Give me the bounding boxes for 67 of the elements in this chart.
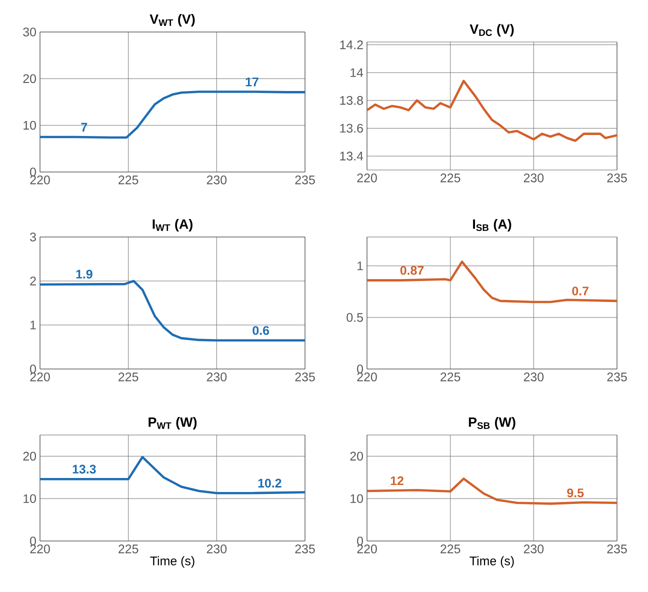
x-tick-label: 230 <box>524 372 544 382</box>
x-tick-label: 225 <box>118 176 138 184</box>
annotation: 13.3 <box>72 464 96 474</box>
y-tick-label: 20 <box>23 74 36 84</box>
y-tick-label: 10 <box>350 494 363 504</box>
line-series <box>366 260 618 304</box>
y-tick-label: 1 <box>358 262 363 270</box>
x-axis-title: Time (s) <box>470 556 514 568</box>
x-tick-label: 235 <box>295 544 315 554</box>
x-tick-label: 230 <box>206 372 227 382</box>
annotation: 0.7 <box>572 286 588 296</box>
line-series <box>38 456 306 494</box>
x-tick-label: 235 <box>295 176 315 184</box>
chart-title: V$_{WT}$ (V) <box>150 14 195 26</box>
x-tick-label: 225 <box>118 544 138 554</box>
annotation: 10.2 <box>258 478 282 488</box>
y-tick-label: 20 <box>23 452 36 461</box>
y-tick-label: 10 <box>24 120 36 130</box>
chart-title: I$_{WT}$ (A) <box>152 218 192 232</box>
y-tick-label: 0 <box>30 536 36 546</box>
chart-title: V$_{DC}$ (V) <box>470 24 514 36</box>
x-tick-label: 220 <box>357 174 377 182</box>
y-tick-label: 10 <box>24 494 36 504</box>
y-tick-label: 0.5 <box>346 313 363 322</box>
x-tick-label: 225 <box>118 372 138 382</box>
annotation: 7 <box>81 122 88 132</box>
y-tick-label: 0 <box>357 364 363 374</box>
y-tick-label: 13.8 <box>340 96 363 105</box>
y-tick-label: 13.6 <box>340 124 363 133</box>
annotation: 17 <box>246 78 258 86</box>
y-tick-label: 2 <box>30 276 36 286</box>
x-tick-label: 230 <box>206 176 227 184</box>
y-tick-label: 13.4 <box>340 152 364 160</box>
y-tick-label: 0 <box>30 168 36 176</box>
x-tick-label: 235 <box>607 174 627 182</box>
chart-title: I$_{SB}$ (A) <box>473 218 512 232</box>
x-tick-label: 220 <box>30 372 50 382</box>
x-tick-label: 220 <box>357 372 377 382</box>
x-tick-label: 225 <box>440 544 460 554</box>
x-tick-label: 235 <box>607 544 627 554</box>
x-axis-title: Time (s) <box>150 556 194 568</box>
x-tick-label: 230 <box>206 544 227 554</box>
x-tick-label: 230 <box>524 174 544 182</box>
x-tick-label: 235 <box>295 372 315 382</box>
y-tick-label: 3 <box>30 232 36 242</box>
x-tick-label: 230 <box>524 544 544 554</box>
line-series <box>366 478 618 505</box>
x-tick-label: 235 <box>607 372 627 382</box>
y-tick-label: 20 <box>350 452 363 461</box>
annotation: 1.9 <box>76 270 92 279</box>
x-tick-label: 220 <box>357 544 377 554</box>
y-tick-label: 0 <box>30 364 36 374</box>
annotation: 12 <box>390 476 404 486</box>
x-tick-label: 220 <box>30 544 50 554</box>
y-tick-label: 30 <box>23 28 36 36</box>
chart-title: P$_{WT}$ (W) <box>148 416 197 430</box>
x-tick-label: 220 <box>30 176 50 184</box>
y-tick-label: 14.2 <box>340 40 363 50</box>
annotation: 9.5 <box>567 488 584 498</box>
y-tick-label: 0 <box>357 536 363 546</box>
annotation: 0.6 <box>252 326 270 335</box>
annotation: 0.87 <box>400 266 424 275</box>
x-tick-label: 225 <box>440 372 460 382</box>
chart-title: P$_{SB}$ (W) <box>468 416 516 430</box>
x-tick-label: 225 <box>440 174 460 182</box>
y-tick-label: 1 <box>30 320 36 330</box>
y-tick-label: 14 <box>350 68 364 77</box>
